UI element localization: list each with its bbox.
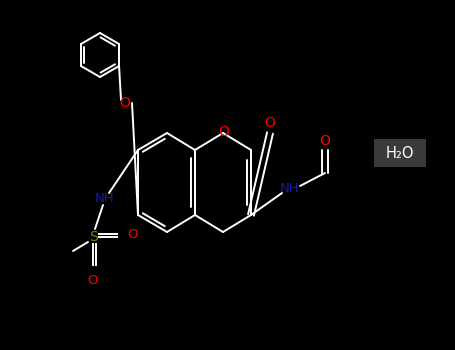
Text: O: O xyxy=(218,125,229,139)
Text: O: O xyxy=(127,229,137,241)
Text: NH: NH xyxy=(95,191,115,204)
Text: O: O xyxy=(319,134,330,148)
Text: O: O xyxy=(120,96,131,110)
Text: NH: NH xyxy=(280,182,300,195)
Text: O: O xyxy=(88,273,98,287)
Text: O: O xyxy=(264,116,275,130)
Text: H₂O: H₂O xyxy=(386,146,414,161)
FancyBboxPatch shape xyxy=(374,139,426,167)
Text: S: S xyxy=(89,230,97,244)
